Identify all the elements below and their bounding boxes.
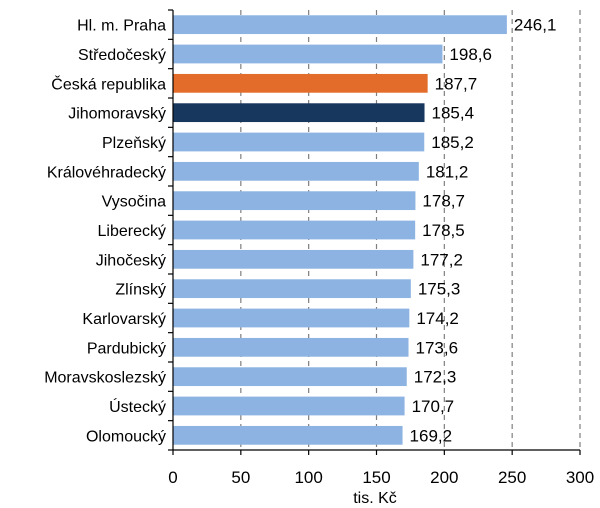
x-tick-label-0: 0: [168, 468, 177, 487]
value-label-13: 170,7: [412, 397, 455, 416]
value-label-14: 169,2: [410, 426, 453, 445]
value-label-4: 185,2: [431, 133, 474, 152]
bar-14: [173, 425, 403, 445]
category-label-1: Středočeský: [78, 47, 166, 64]
bar-9: [173, 279, 411, 299]
bar-11: [173, 337, 409, 357]
value-label-0: 246,1: [514, 16, 557, 35]
category-label-12: Moravskoslezský: [44, 370, 166, 387]
category-label-4: Plzeňský: [102, 135, 166, 152]
category-label-0: Hl. m. Praha: [77, 18, 166, 35]
value-label-6: 178,7: [422, 192, 465, 211]
x-tick-label-150: 150: [362, 468, 390, 487]
category-label-8: Jihočeský: [96, 252, 166, 269]
category-label-2: Česká republika: [51, 74, 166, 93]
bar-12: [173, 367, 407, 387]
bar-4: [173, 132, 425, 152]
x-tick-label-50: 50: [231, 468, 250, 487]
bar-13: [173, 396, 405, 416]
category-label-5: Královéhradecký: [47, 164, 166, 181]
x-tick-labels: 0 50 100 150 200 250 300: [168, 468, 594, 487]
category-label-14: Olomoucký: [86, 428, 166, 445]
x-tick-label-300: 300: [566, 468, 594, 487]
bar-7: [173, 220, 416, 240]
bar-5: [173, 161, 419, 181]
x-tick-label-250: 250: [498, 468, 526, 487]
category-label-3: Jihomoravský: [68, 106, 166, 123]
bar-1: [173, 44, 443, 64]
value-label-1: 198,6: [449, 45, 492, 64]
category-labels: Hl. m. Praha Středočeský Česká republika Ji…: [44, 18, 166, 446]
value-label-11: 173,6: [416, 338, 459, 357]
category-label-10: Karlovarský: [82, 311, 166, 328]
category-label-13: Ústecký: [109, 397, 166, 416]
bar-10: [173, 308, 410, 328]
value-label-2: 187,7: [435, 74, 478, 93]
value-label-7: 178,5: [422, 221, 465, 240]
bar-6: [173, 191, 416, 211]
category-label-6: Vysočina: [102, 194, 166, 211]
x-tick-label-200: 200: [430, 468, 458, 487]
value-label-10: 174,2: [416, 309, 459, 328]
category-label-7: Liberecký: [98, 223, 166, 240]
value-label-3: 185,4: [432, 104, 475, 123]
value-label-8: 177,2: [420, 250, 463, 269]
category-label-11: Pardubický: [87, 340, 166, 357]
bars: [173, 15, 507, 445]
bar-3: [173, 103, 425, 123]
x-axis-label: tis. Kč: [353, 490, 397, 507]
bar-8: [173, 249, 414, 269]
x-tick-label-100: 100: [294, 468, 322, 487]
value-label-9: 175,3: [418, 280, 461, 299]
bar-0: [173, 15, 507, 35]
bar-2: [173, 73, 428, 93]
axes: [168, 9, 581, 455]
value-label-5: 181,2: [426, 162, 469, 181]
category-label-9: Zlínský: [115, 282, 166, 299]
value-labels: 246,1 198,6 187,7 185,4 185,2 181,2 178,7 178,5…: [410, 16, 557, 446]
value-label-12: 172,3: [414, 368, 457, 387]
